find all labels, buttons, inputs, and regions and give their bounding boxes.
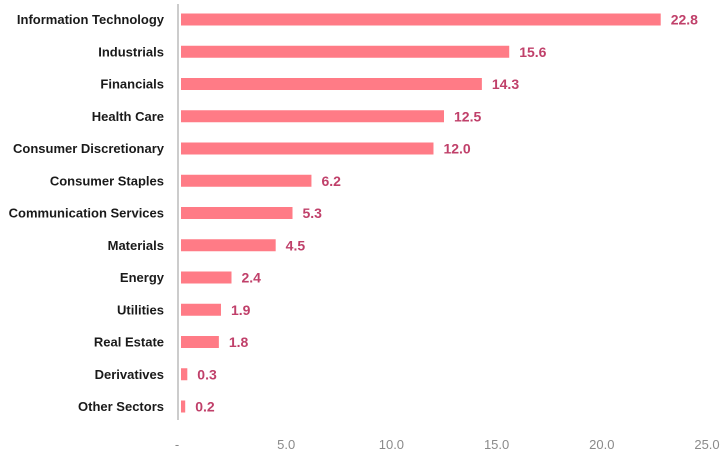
- bar-1: [181, 45, 510, 58]
- bar-8: [181, 271, 232, 284]
- value-label-5: 6.2: [321, 173, 341, 189]
- value-labels-group: 22.8 15.614.3 12.5 12.0 6.2 5.3 4.5 2.4 1.9 1.8 0.…: [195, 12, 698, 415]
- category-label-7: Materials: [108, 238, 164, 253]
- value-label-1: 15.6: [519, 44, 546, 60]
- category-label-10: Real Estate: [94, 335, 164, 350]
- x-tick-label-5: 25.0: [694, 437, 719, 452]
- value-label-12: 0.2: [195, 399, 215, 415]
- category-label-4: Consumer Discretionary: [13, 141, 165, 156]
- x-tick-label-1: 5.0: [277, 437, 295, 452]
- x-tick-label-3: 15.0: [484, 437, 509, 452]
- x-tick-label-4: 20.0: [589, 437, 614, 452]
- value-label-9: 1.9: [231, 302, 251, 318]
- bar-9: [181, 303, 221, 316]
- bar-5: [181, 174, 312, 187]
- value-label-10: 1.8: [229, 334, 249, 350]
- bar-2: [181, 78, 482, 90]
- bar-0: [181, 13, 661, 26]
- bar-11: [181, 368, 188, 381]
- category-label-6: Communication Services: [9, 206, 164, 221]
- bar-10: [181, 336, 219, 348]
- x-tick-label-0: -: [175, 437, 179, 452]
- category-label-5: Consumer Staples: [50, 173, 164, 188]
- value-label-3: 12.5: [454, 108, 481, 124]
- value-label-11: 0.3: [197, 366, 217, 382]
- value-label-7: 4.5: [286, 237, 306, 253]
- value-label-4: 12.0: [443, 141, 470, 157]
- bar-4: [181, 142, 434, 155]
- category-label-8: Energy: [120, 270, 165, 285]
- category-label-11: Derivatives: [95, 367, 164, 382]
- category-label-12: Other Sectors: [78, 399, 164, 414]
- bar-12: [181, 400, 186, 413]
- bar-6: [181, 207, 293, 219]
- value-label-8: 2.4: [241, 270, 261, 286]
- value-label-2: 14.3: [492, 76, 519, 92]
- category-label-9: Utilities: [117, 302, 164, 317]
- x-tick-labels-group: - 5.0 10.0 15.0 20.0 25.0: [175, 437, 720, 452]
- category-label-1: Industrials: [98, 44, 164, 59]
- x-tick-label-2: 10.0: [379, 437, 404, 452]
- bar-7: [181, 239, 276, 252]
- value-label-6: 5.3: [303, 205, 323, 221]
- category-labels-group: Information Technology Industrials Financi…: [9, 12, 165, 414]
- category-label-0: Information Technology: [17, 12, 165, 27]
- category-label-3: Health Care: [92, 109, 164, 124]
- category-label-2: Financials: [100, 77, 164, 92]
- bar-3: [181, 110, 444, 123]
- value-label-0: 22.8: [671, 12, 698, 28]
- bars-group: [181, 13, 661, 413]
